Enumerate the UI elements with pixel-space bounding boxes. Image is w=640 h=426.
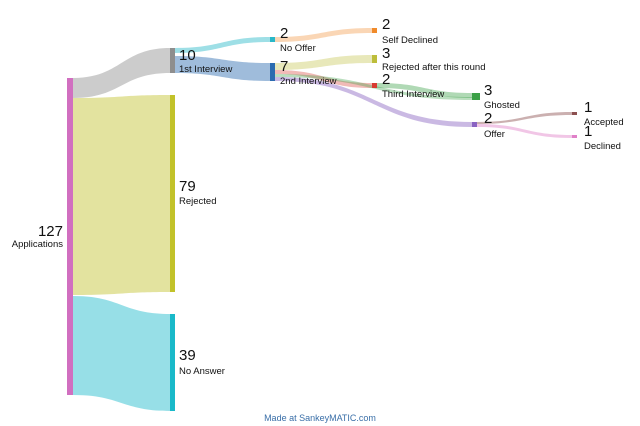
node-value-accepted: 1 <box>584 99 592 116</box>
node-self_declined <box>372 28 377 33</box>
node-declined <box>572 135 577 138</box>
node-third_interview <box>372 83 377 88</box>
node-value-ghosted: 3 <box>484 82 492 99</box>
node-value-second_interview: 7 <box>280 58 288 75</box>
node-label-offer: Offer <box>484 129 505 140</box>
node-first_interview <box>170 48 175 73</box>
node-value-applications: 127 <box>38 223 63 240</box>
node-value-third_interview: 2 <box>382 71 390 88</box>
node-no_offer <box>270 37 275 42</box>
node-applications <box>67 78 73 395</box>
node-value-rejected_after_round: 3 <box>382 45 390 62</box>
node-offer <box>472 122 477 127</box>
node-label-no_offer: No Offer <box>280 43 316 54</box>
credit-link[interactable]: Made at SankeyMATIC.com <box>264 413 376 423</box>
flow-applications-to-rejected <box>73 95 170 295</box>
flow-second_interview-to-third_interview <box>275 70 372 88</box>
flow-offer-to-declined <box>477 124 572 138</box>
node-label-third_interview: Third Interview <box>382 89 444 100</box>
flow-applications-to-no_answer <box>73 296 170 411</box>
flow-applications-to-first_interview <box>73 48 170 98</box>
node-value-rejected: 79 <box>179 178 196 195</box>
flow-no_offer-to-self_declined <box>275 28 372 42</box>
node-label-rejected_after_round: Rejected after this round <box>382 62 486 73</box>
flow-first_interview-to-no_offer <box>175 37 270 53</box>
node-value-first_interview: 10 <box>179 47 196 64</box>
node-value-no_answer: 39 <box>179 347 196 364</box>
node-accepted <box>572 112 577 115</box>
node-label-self_declined: Self Declined <box>382 35 438 46</box>
node-label-no_answer: No Answer <box>179 366 225 377</box>
node-value-declined: 1 <box>584 123 592 140</box>
node-rejected <box>170 95 175 292</box>
node-label-first_interview: 1st Interview <box>179 64 232 75</box>
node-value-no_offer: 2 <box>280 25 288 42</box>
node-label-ghosted: Ghosted <box>484 100 520 111</box>
node-no_answer <box>170 314 175 411</box>
node-second_interview <box>270 63 275 81</box>
node-value-self_declined: 2 <box>382 16 390 33</box>
flow-third_interview-to-ghosted <box>377 83 472 98</box>
node-label-applications: Applications <box>12 239 63 250</box>
node-ghosted <box>472 93 480 100</box>
node-label-declined: Declined <box>584 141 621 152</box>
flow-layer <box>73 28 572 411</box>
node-label-second_interview: 2nd Interview <box>280 76 337 87</box>
node-layer <box>67 28 577 411</box>
flow-second_interview-to-rejected_after_round <box>275 55 372 70</box>
node-label-rejected: Rejected <box>179 196 217 207</box>
node-label-accepted: Accepted <box>584 117 624 128</box>
node-rejected_after_round <box>372 55 377 63</box>
flow-second_interview-to-offer <box>275 77 472 127</box>
flow-offer-to-accepted <box>477 112 572 124</box>
flow-first_interview-to-second_interview <box>175 56 270 81</box>
node-value-offer: 2 <box>484 110 492 127</box>
